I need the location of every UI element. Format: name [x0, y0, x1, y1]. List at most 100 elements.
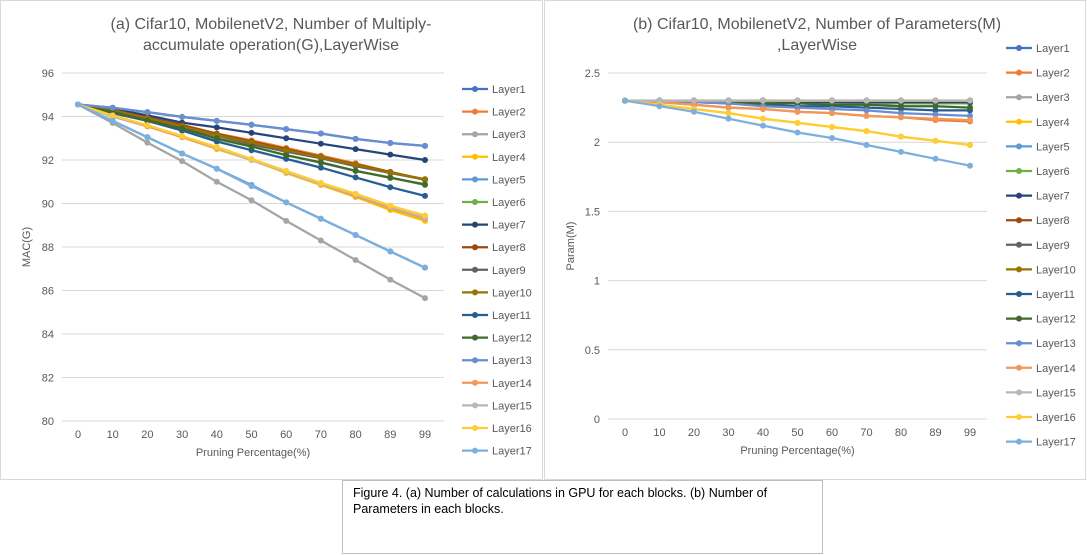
data-point: [283, 135, 290, 142]
data-point: [422, 295, 428, 302]
data-point: [760, 115, 766, 122]
data-point: [179, 133, 186, 140]
legend-entry: Layer9: [492, 265, 526, 277]
data-point: [794, 129, 801, 136]
data-point: [213, 165, 220, 172]
x-axis-label: Pruning Percentage(%): [196, 447, 310, 459]
data-point: [387, 184, 394, 191]
y-tick-label: 0: [594, 414, 600, 426]
data-point: [283, 217, 290, 224]
data-point: [179, 113, 186, 120]
y-tick-label: 1.5: [585, 206, 600, 218]
data-point: [898, 110, 904, 117]
data-point: [317, 215, 324, 222]
data-point: [109, 117, 116, 124]
y-tick-label: 96: [42, 68, 54, 80]
data-point: [352, 257, 359, 264]
caption-line-2: Parameters in each blocks.: [353, 502, 504, 516]
y-tick-label: 88: [42, 242, 54, 254]
legend-entry: Layer5: [1036, 141, 1070, 153]
x-tick-label: 30: [722, 427, 734, 439]
data-point: [352, 146, 359, 153]
data-point: [829, 123, 835, 130]
data-point: [422, 192, 428, 199]
legend-swatch-marker: [472, 176, 478, 183]
data-point: [760, 122, 766, 129]
legend-swatch-marker: [1016, 414, 1022, 420]
legend-swatch-marker: [472, 244, 478, 251]
legend-swatch-marker: [472, 199, 478, 205]
y-tick-label: 84: [42, 329, 54, 341]
x-tick-label: 30: [176, 429, 188, 441]
data-point: [967, 141, 973, 148]
x-tick-label: 70: [315, 429, 327, 441]
legend-swatch-marker: [472, 447, 478, 454]
legend-entry: Layer13: [492, 355, 532, 367]
legend-entry: Layer9: [1036, 240, 1070, 252]
data-point: [109, 112, 116, 119]
legend-swatch-marker: [472, 108, 478, 115]
legend-entry: Layer4: [492, 152, 526, 164]
chart-params-svg: (b) Cifar10, MobilenetV2, Number of Para…: [565, 16, 1076, 457]
y-tick-label: 2.5: [585, 68, 600, 80]
legend-swatch-marker: [472, 334, 478, 341]
y-tick-label: 80: [42, 416, 54, 428]
chart-mac-svg: (a) Cifar10, MobilenetV2, Number of Mult…: [21, 16, 532, 459]
data-point: [622, 97, 628, 104]
x-axis-label: Pruning Percentage(%): [740, 445, 854, 457]
x-tick-label: 40: [211, 429, 223, 441]
legend-entry: Layer12: [1036, 314, 1076, 326]
data-point: [422, 157, 428, 163]
caption-line-1: Figure 4. (a) Number of calculations in …: [353, 486, 768, 500]
data-point: [179, 150, 186, 157]
legend-entry: Layer7: [1036, 191, 1070, 203]
x-tick-label: 20: [141, 429, 153, 441]
data-point: [317, 237, 324, 244]
data-point: [829, 97, 835, 104]
data-point: [829, 105, 835, 112]
data-point: [248, 121, 255, 128]
legend-swatch-marker: [472, 289, 478, 296]
data-point: [967, 162, 973, 169]
legend-entry: Layer8: [1036, 215, 1070, 227]
data-point: [144, 139, 151, 146]
legend-swatch-marker: [1016, 340, 1022, 347]
data-point: [422, 264, 428, 271]
data-point: [213, 124, 220, 131]
data-point: [387, 174, 394, 181]
data-point: [967, 117, 973, 124]
legend-entry: Layer10: [492, 287, 532, 299]
data-point: [283, 167, 290, 174]
legend-swatch-marker: [472, 357, 478, 364]
data-point: [932, 155, 939, 162]
y-tick-label: 82: [42, 373, 54, 385]
legend-entry: Layer15: [492, 400, 532, 412]
data-point: [967, 104, 973, 111]
legend-entry: Layer16: [1036, 412, 1076, 424]
legend-swatch-marker: [1016, 45, 1022, 51]
legend-entry: Layer10: [1036, 264, 1076, 276]
legend-swatch-marker: [1016, 69, 1022, 76]
y-axis-label: MAC(G): [21, 227, 33, 267]
y-tick-label: 0.5: [585, 345, 600, 357]
chart-title-line: (b) Cifar10, MobilenetV2, Number of Para…: [633, 16, 1001, 33]
data-point: [656, 97, 663, 104]
x-tick-label: 80: [349, 429, 361, 441]
y-tick-label: 1: [594, 276, 600, 288]
legend-entry: Layer14: [492, 378, 532, 390]
legend-swatch-marker: [472, 86, 478, 92]
legend-swatch-marker: [472, 131, 478, 138]
data-point: [248, 197, 255, 204]
data-point: [179, 125, 186, 132]
legend-swatch-marker: [1016, 94, 1022, 101]
legend-entry: Layer14: [1036, 363, 1076, 375]
data-point: [691, 97, 697, 104]
legend-swatch-marker: [1016, 118, 1022, 125]
x-tick-label: 50: [791, 427, 803, 439]
data-point: [829, 101, 835, 108]
x-tick-label: 20: [688, 427, 700, 439]
chart-title-line: accumulate operation(G),LayerWise: [143, 37, 399, 54]
data-point: [794, 104, 801, 111]
legend-swatch-marker: [472, 425, 478, 431]
figure-caption: Figure 4. (a) Number of calculations in …: [342, 480, 823, 554]
